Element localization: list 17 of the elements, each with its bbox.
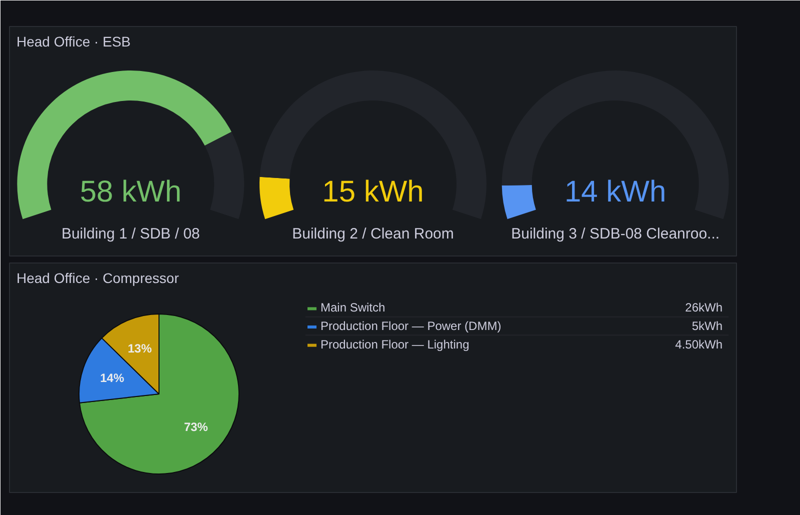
text: 14%	[100, 370, 124, 385]
data-label: 4.50kWh	[675, 337, 723, 352]
text: 15 kWh	[322, 176, 424, 208]
text: 14 kWh	[564, 176, 666, 208]
text: Building 2 / Clean Room	[292, 226, 454, 242]
text: Building 1 / SDB / 08	[61, 226, 200, 242]
data-label: 26kWh	[685, 300, 723, 315]
text: 73%	[184, 420, 208, 434]
text: 58 kWh	[80, 176, 182, 208]
legend-label: Main Switch	[320, 300, 386, 315]
text: Building 3 / SDB-08 Cleanroo...	[511, 226, 720, 242]
chart-title: Head Office · Compressor	[16, 270, 180, 286]
chart-title: Head Office · ESB	[16, 34, 131, 50]
text: 13%	[128, 341, 152, 356]
legend-label: Production Floor — Power (DMM)	[320, 319, 502, 333]
legend-label: Production Floor — Lighting	[320, 337, 470, 352]
data-label: 5kWh	[692, 319, 723, 333]
